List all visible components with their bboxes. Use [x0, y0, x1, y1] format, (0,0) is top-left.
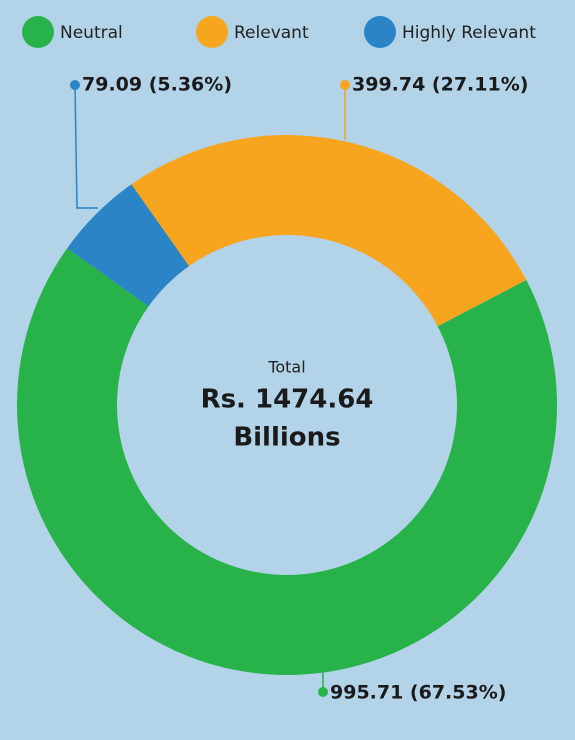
- value-label: 995.71 (67.53%): [330, 682, 506, 704]
- donut-segment: [16, 248, 558, 675]
- legend-swatch: [196, 16, 228, 48]
- total-value: Rs. 1474.64: [201, 385, 374, 415]
- leader-dot: [340, 80, 350, 90]
- leader-dot: [70, 80, 80, 90]
- legend-label: Relevant: [234, 23, 309, 43]
- total-unit: Billions: [233, 423, 340, 453]
- leader-dot: [318, 687, 328, 697]
- value-label: 399.74 (27.11%): [352, 74, 528, 96]
- legend-swatch: [364, 16, 396, 48]
- legend-swatch: [22, 16, 54, 48]
- total-label: Total: [267, 358, 305, 377]
- legend-label: Neutral: [60, 23, 123, 43]
- leader-line: [74, 84, 98, 209]
- legend-label: Highly Relevant: [402, 23, 536, 43]
- donut-segment: [131, 135, 527, 327]
- donut-segment: [67, 184, 190, 307]
- value-label: 79.09 (5.36%): [82, 74, 232, 96]
